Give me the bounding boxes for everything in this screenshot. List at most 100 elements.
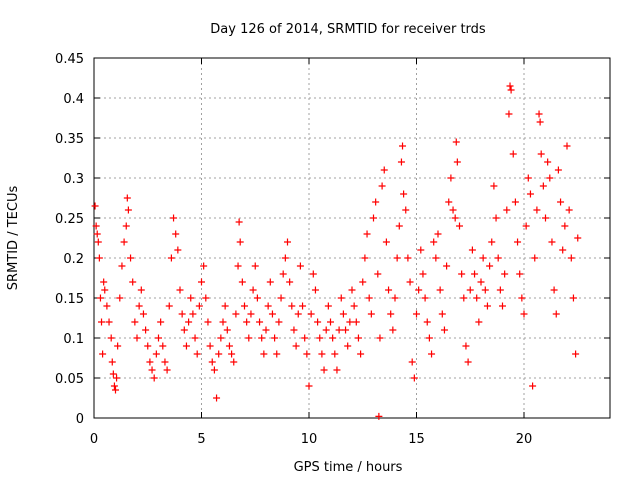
data-point [223,326,231,334]
data-point [318,350,326,358]
data-point [135,302,143,310]
data-point [421,294,429,302]
data-point [290,326,298,334]
data-point [432,254,440,262]
data-point [399,142,407,150]
tick-labels: 0 0.05 0.1 0.15 0.2 0.25 0.3 0.35 0.4 0.45 0 5 10 15 2… [55,52,532,447]
data-point [443,262,451,270]
y-tick-label: 0 [76,412,84,427]
data-point [107,334,115,342]
data-point [114,342,122,350]
data-point [501,270,509,278]
data-point [112,386,119,394]
data-point [481,286,489,294]
data-point [378,182,386,190]
data-point [139,310,147,318]
data-point [507,86,515,94]
data-point [96,294,104,302]
data-point [155,334,162,342]
data-point [569,294,577,302]
data-point [251,262,259,270]
data-point [374,270,382,278]
data-point [122,222,130,230]
data-point [131,318,139,326]
data-point [167,254,175,262]
data-point [120,238,128,246]
data-point [217,334,225,342]
data-point [142,326,150,334]
data-point [165,302,173,310]
data-point [460,294,468,302]
data-point [559,246,567,254]
data-point [372,198,380,206]
data-point [284,238,291,246]
data-point [567,254,575,262]
data-point [375,412,383,420]
data-point [198,278,205,286]
data-point [191,334,199,342]
data-point [204,318,212,326]
data-point [550,286,558,294]
data-point [200,262,208,270]
data-point [210,366,218,374]
data-point [539,182,547,190]
data-point [456,222,463,230]
data-point [91,202,99,210]
data-point [490,182,498,190]
data-point [273,350,281,358]
data-point [322,326,330,334]
data-point [148,366,156,374]
data-point [367,310,375,318]
data-point [449,206,457,214]
data-point [522,222,530,230]
data-point [172,230,180,238]
data-point [344,342,352,350]
data-point [329,334,337,342]
data-point [215,350,223,358]
data-point [238,278,246,286]
data-point [464,358,472,366]
data-point [213,394,221,402]
data-point [232,310,240,318]
data-point [245,334,253,342]
data-point [458,270,466,278]
data-point [389,326,397,334]
data-point [124,206,132,214]
data-point [436,286,444,294]
data-point [385,286,393,294]
data-point [324,302,332,310]
data-point [499,302,506,310]
data-point [488,238,496,246]
data-point [557,198,565,206]
data-point [150,374,158,382]
data-point [496,286,504,294]
grid-lines [94,58,610,418]
data-point [397,158,405,166]
data-point [536,118,544,126]
data-point [462,342,470,350]
y-tick-label: 0.2 [63,252,84,267]
data-point [180,326,188,334]
data-point [277,294,285,302]
x-axis-label: GPS time / hours [294,460,403,475]
data-point [440,326,448,334]
data-point [152,350,160,358]
data-point [95,254,103,262]
data-point [303,350,311,358]
data-point [320,366,328,374]
data-point [193,350,201,358]
data-point [387,310,395,318]
data-point [103,302,111,310]
data-point [163,366,171,374]
data-point [301,334,309,342]
data-point [516,270,524,278]
y-tick-label: 0.25 [55,212,84,227]
data-point [146,358,154,366]
data-point [327,318,334,326]
data-point [247,310,255,318]
data-point [430,238,438,246]
data-point [514,238,522,246]
data-point [100,278,108,286]
plot-frame [93,57,611,419]
data-point [236,238,244,246]
